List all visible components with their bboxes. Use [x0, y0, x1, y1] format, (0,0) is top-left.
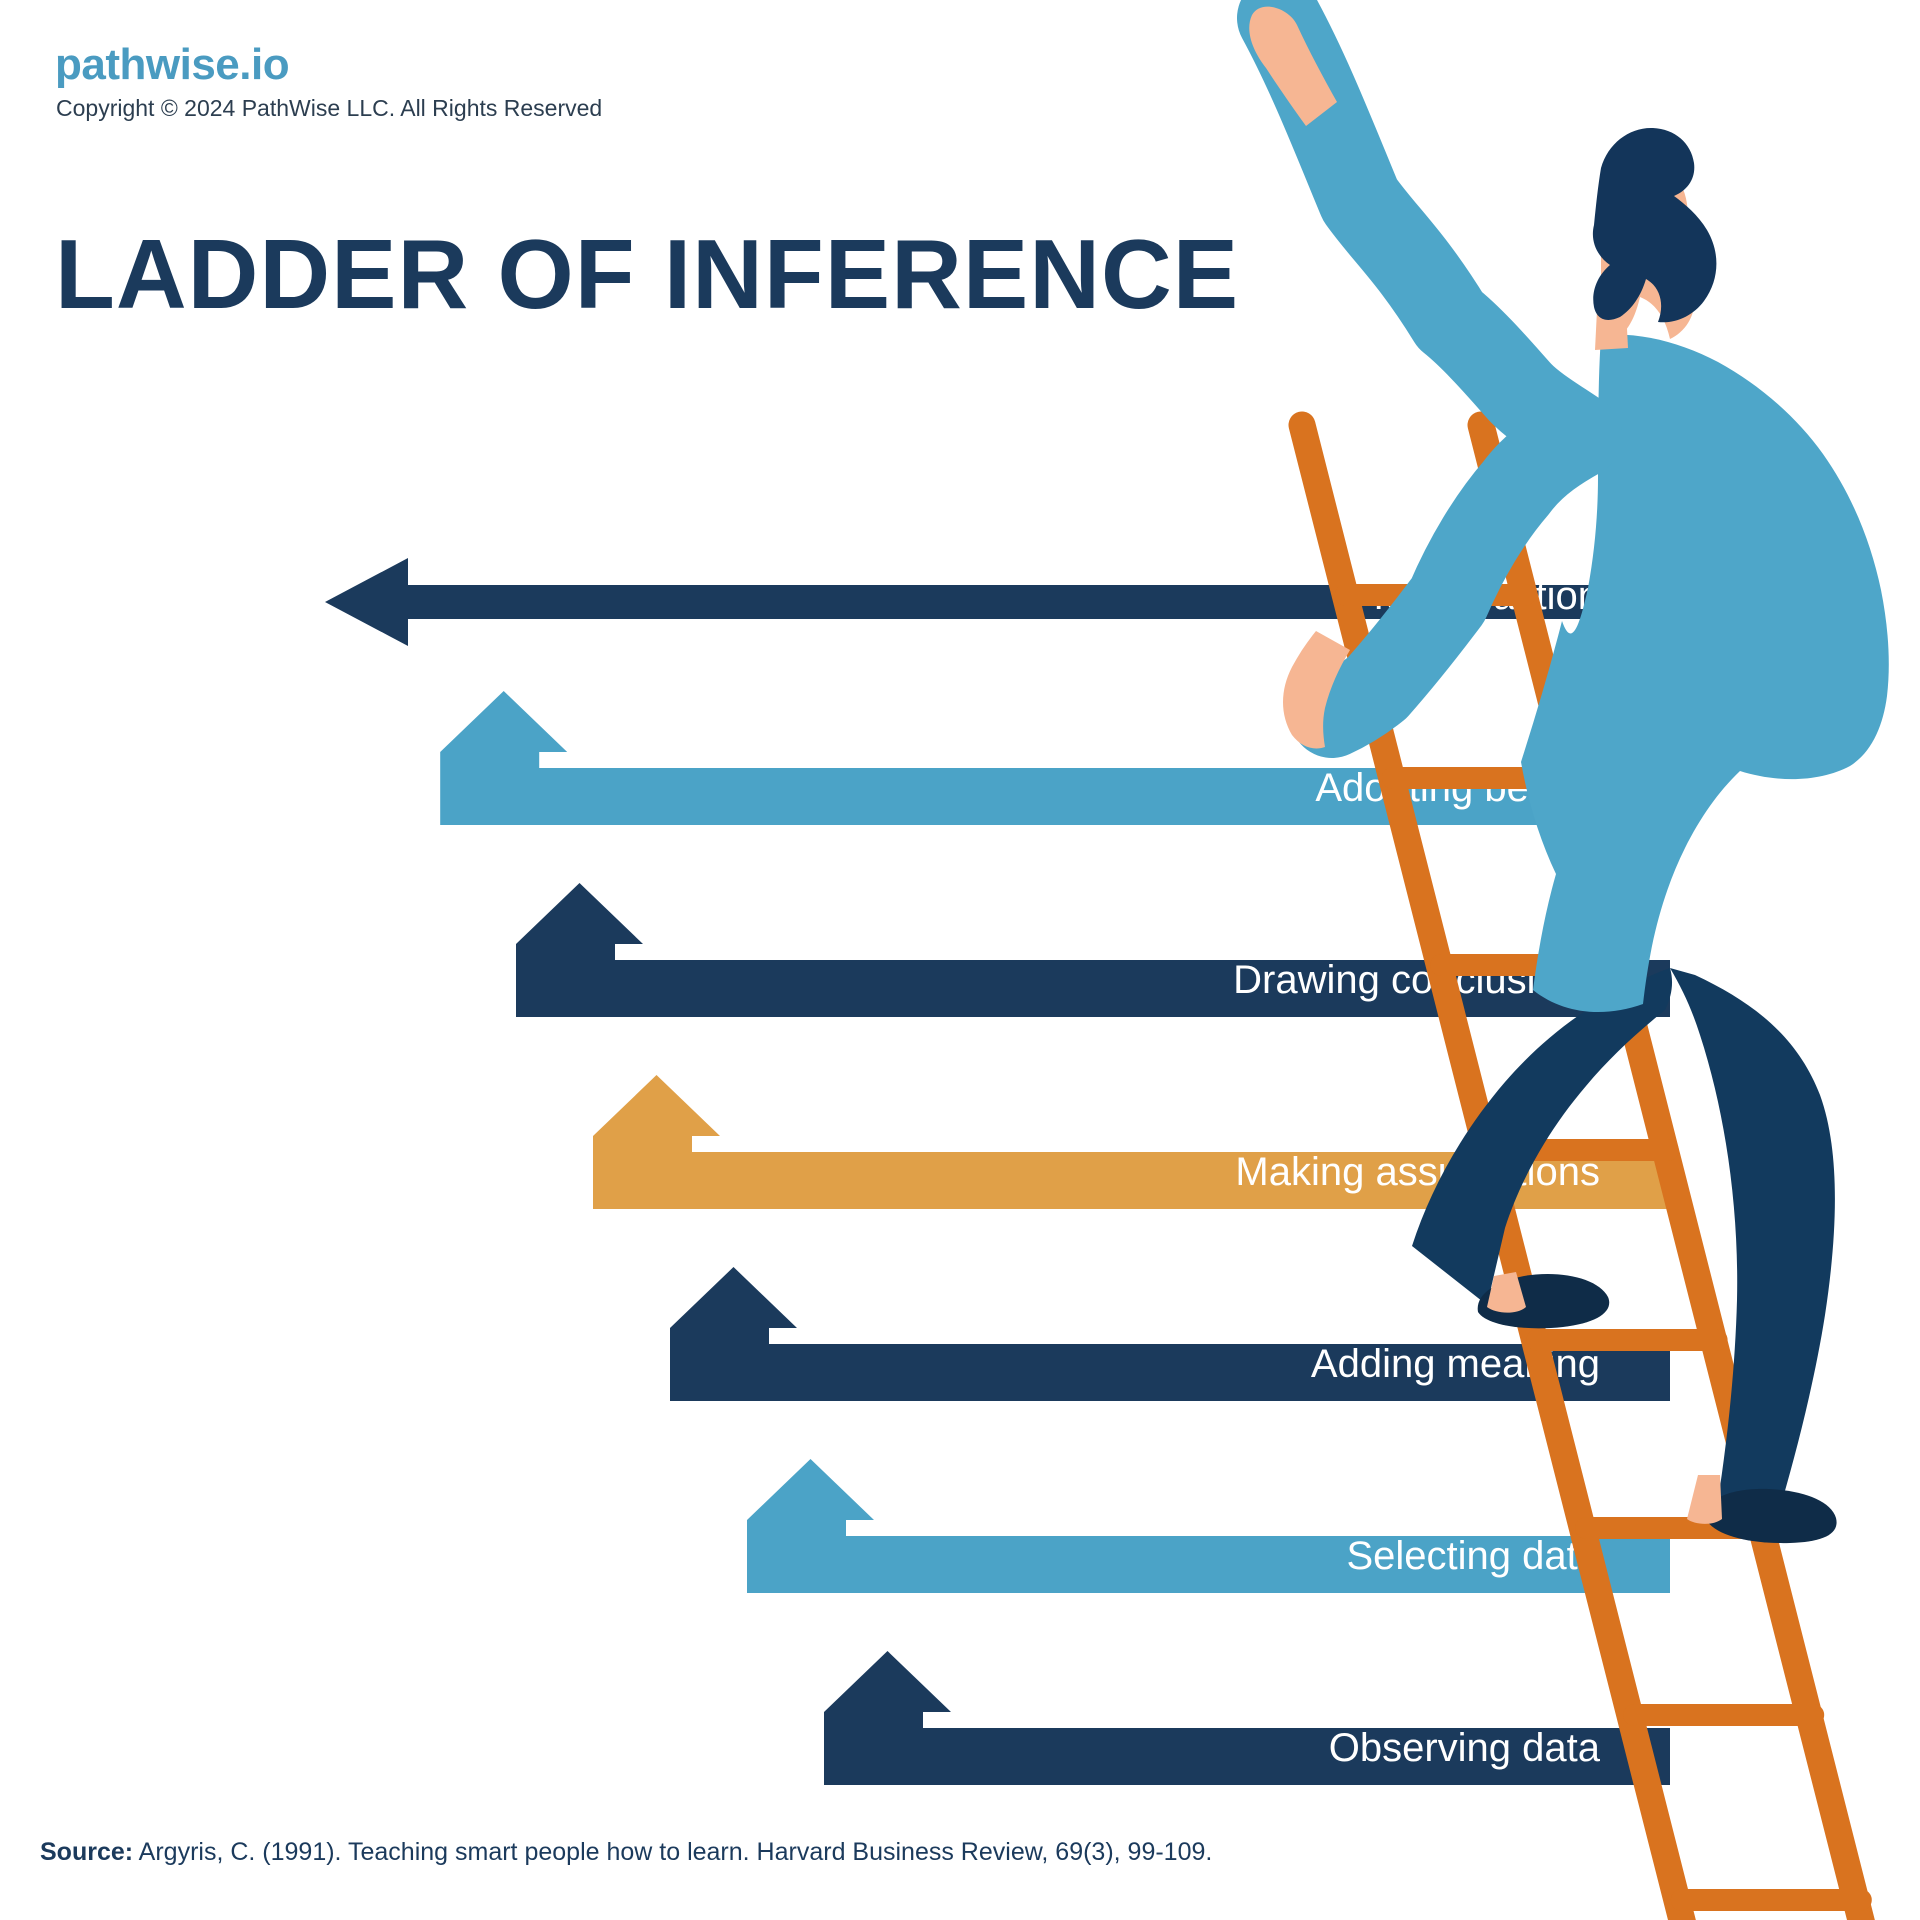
svg-text:Observing data: Observing data: [1329, 1726, 1601, 1770]
svg-text:Selecting data: Selecting data: [1346, 1534, 1600, 1578]
